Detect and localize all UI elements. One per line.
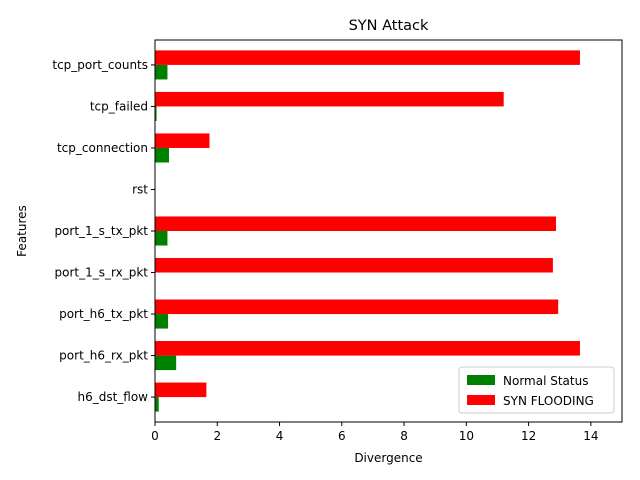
y-tick-label: port_1_s_rx_pkt (55, 266, 149, 280)
bar-syn-flooding-port_h6_rx_pkt (155, 341, 580, 356)
x-tick-label: 6 (338, 429, 346, 443)
bar-syn-flooding-tcp_port_counts (155, 50, 580, 65)
legend-swatch-syn-flooding (467, 395, 495, 405)
y-tick-label: rst (132, 182, 148, 196)
y-tick-label: tcp_failed (90, 99, 148, 113)
x-tick-label: 2 (213, 429, 221, 443)
y-tick-label: h6_dst_flow (77, 390, 148, 404)
y-tick-label: port_h6_rx_pkt (59, 349, 148, 363)
bar-normal-status-tcp_port_counts (155, 64, 168, 80)
legend-label: SYN FLOODING (503, 394, 594, 408)
bar-syn-flooding-tcp_connection (155, 133, 210, 148)
bar-normal-status-tcp_connection (155, 147, 170, 163)
bar-normal-status-port_h6_rx_pkt (155, 355, 177, 371)
x-tick-label: 14 (583, 429, 598, 443)
x-axis: 0 2 4 6 8 10 12 14 (151, 422, 599, 443)
legend-swatch-normal-status (467, 375, 495, 385)
bars-group (155, 50, 580, 412)
bar-normal-status-tcp_failed (155, 106, 157, 121)
x-axis-title: Divergence (354, 451, 422, 465)
legend-label: Normal Status (503, 374, 588, 388)
x-tick-label: 12 (521, 429, 536, 443)
y-tick-label: port_h6_tx_pkt (59, 307, 148, 321)
bar-syn-flooding-port_1_s_rx_pkt (155, 257, 553, 273)
x-tick-label: 8 (400, 429, 408, 443)
y-tick-label: tcp_connection (57, 141, 148, 155)
bar-syn-flooding-port_h6_tx_pkt (155, 299, 559, 315)
bar-normal-status-port_1_s_tx_pkt (155, 231, 168, 246)
bar-normal-status-h6_dst_flow (155, 397, 159, 412)
y-axis: h6_dst_flow port_h6_rx_pkt port_h6_tx_pkt p… (52, 58, 155, 404)
bar-normal-status-port_h6_tx_pkt (155, 314, 169, 329)
bar-syn-flooding-h6_dst_flow (155, 382, 207, 398)
y-axis-title: Features (15, 205, 29, 257)
y-tick-label: tcp_port_counts (52, 58, 148, 72)
x-tick-label: 0 (151, 429, 159, 443)
y-tick-label: port_1_s_tx_pkt (54, 224, 148, 238)
x-tick-label: 4 (276, 429, 284, 443)
legend-box (458, 366, 615, 414)
bar-syn-flooding-port_1_s_tx_pkt (155, 216, 556, 231)
legend: Normal Status SYN FLOODING (458, 366, 615, 414)
chart-title: SYN Attack (349, 18, 429, 34)
bar-syn-flooding-tcp_failed (155, 91, 504, 107)
x-tick-label: 10 (459, 429, 474, 443)
